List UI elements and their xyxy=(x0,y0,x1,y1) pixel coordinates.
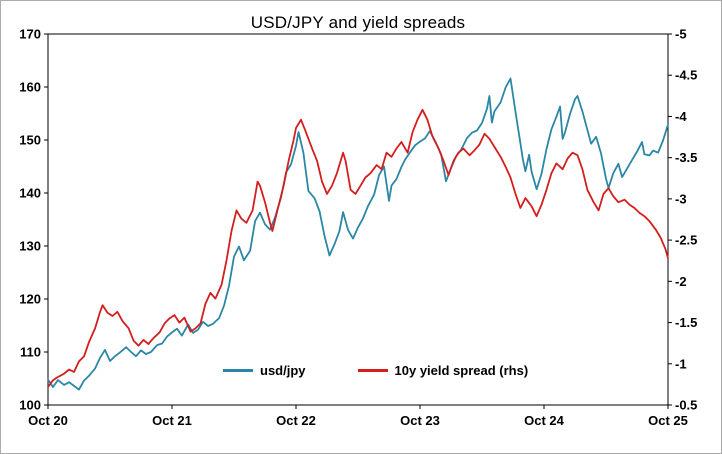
legend-label-yield-spread: 10y yield spread (rhs) xyxy=(394,363,529,378)
svg-text:140: 140 xyxy=(19,186,41,201)
svg-text:-1: -1 xyxy=(675,356,687,371)
svg-text:-1.5: -1.5 xyxy=(675,315,697,330)
legend-label-usdjpy: usd/jpy xyxy=(260,363,306,378)
svg-text:-2.5: -2.5 xyxy=(675,233,697,248)
legend-line-yield-spread-icon xyxy=(357,369,388,372)
legend-line-usdjpy-icon xyxy=(223,369,253,372)
svg-text:Oct 22: Oct 22 xyxy=(276,413,316,428)
svg-text:-2: -2 xyxy=(675,274,687,289)
svg-text:170: 170 xyxy=(19,27,41,42)
legend-item-yield-spread: 10y yield spread (rhs) xyxy=(357,363,529,378)
legend-item-usdjpy: usd/jpy xyxy=(223,363,306,378)
chart-title: USD/JPY and yield spreads xyxy=(250,13,466,32)
svg-text:130: 130 xyxy=(19,239,41,254)
svg-text:-3: -3 xyxy=(675,191,687,206)
svg-text:-4: -4 xyxy=(675,109,687,124)
svg-text:Oct 21: Oct 21 xyxy=(152,413,192,428)
svg-text:-3.5: -3.5 xyxy=(675,150,697,165)
svg-text:150: 150 xyxy=(19,133,41,148)
svg-text:-4.5: -4.5 xyxy=(675,68,697,83)
svg-text:Oct 25: Oct 25 xyxy=(648,413,688,428)
svg-text:100: 100 xyxy=(19,398,41,413)
svg-text:-5: -5 xyxy=(675,27,687,42)
svg-text:-0.5: -0.5 xyxy=(675,398,697,413)
svg-text:160: 160 xyxy=(19,80,41,95)
legend: usd/jpy 10y yield spread (rhs) xyxy=(223,363,528,378)
svg-text:Oct 20: Oct 20 xyxy=(28,413,68,428)
svg-text:Oct 23: Oct 23 xyxy=(400,413,440,428)
svg-text:120: 120 xyxy=(19,292,41,307)
svg-text:110: 110 xyxy=(20,345,41,360)
svg-text:Oct 24: Oct 24 xyxy=(524,413,565,428)
